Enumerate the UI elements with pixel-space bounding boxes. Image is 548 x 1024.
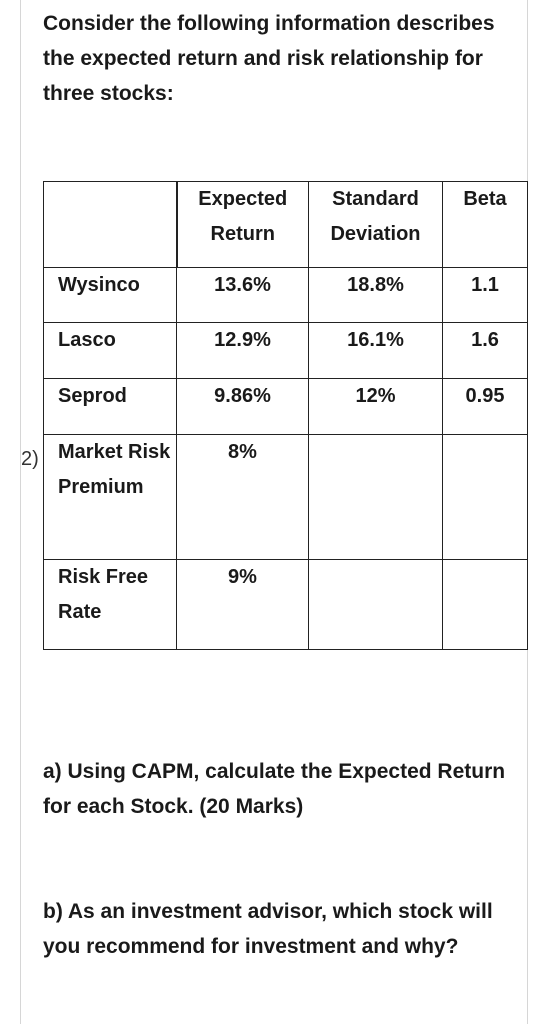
cell-expected-return: 13.6% xyxy=(176,267,309,323)
header-beta: Beta xyxy=(442,181,528,268)
cell-expected-return: 9% xyxy=(176,559,309,650)
table-header-row: Expected Return Standard Deviation Beta xyxy=(43,181,528,268)
intro-text: Consider the following information descr… xyxy=(43,12,495,105)
cell-expected-return: 9.86% xyxy=(176,378,309,435)
cell-standard-deviation xyxy=(308,559,443,650)
cell-beta xyxy=(442,559,528,650)
page-border-right xyxy=(527,0,528,1024)
cell-beta: 1.6 xyxy=(442,322,528,379)
cell-standard-deviation: 12% xyxy=(308,378,443,435)
question-number: 2) xyxy=(21,448,39,470)
table-row: Wysinco 13.6% 18.8% 1.1 xyxy=(43,267,528,323)
cut-off-text-fragment xyxy=(43,1016,153,1024)
cell-beta: 1.1 xyxy=(442,267,528,323)
table-row: Risk Free Rate 9% xyxy=(43,559,528,650)
header-standard-deviation: Standard Deviation xyxy=(308,181,443,268)
table-row: Lasco 12.9% 16.1% 1.6 xyxy=(43,322,528,379)
cell-beta xyxy=(442,434,528,560)
cell-beta: 0.95 xyxy=(442,378,528,435)
header-expected-return: Expected Return xyxy=(176,181,309,268)
row-label-lasco: Lasco xyxy=(43,322,177,379)
row-label-seprod: Seprod xyxy=(43,378,177,435)
table-row: Seprod 9.86% 12% 0.95 xyxy=(43,378,528,435)
row-label-risk-free-rate: Risk Free Rate xyxy=(43,559,177,650)
row-label-market-risk-premium: Market Risk Premium xyxy=(43,434,177,560)
table-row: Market Risk Premium 8% xyxy=(43,434,528,560)
cell-standard-deviation: 16.1% xyxy=(308,322,443,379)
row-label-wysinco: Wysinco xyxy=(43,267,177,323)
question-a: a) Using CAPM, calculate the Expected Re… xyxy=(43,760,506,818)
cell-expected-return: 12.9% xyxy=(176,322,309,379)
header-cell-empty xyxy=(43,181,178,268)
cell-expected-return: 8% xyxy=(176,434,309,560)
cell-standard-deviation: 18.8% xyxy=(308,267,443,323)
question-b: b) As an investment advisor, which stock… xyxy=(43,900,493,958)
cell-standard-deviation xyxy=(308,434,443,560)
stock-data-table: Expected Return Standard Deviation Beta … xyxy=(43,181,528,650)
page-border-left xyxy=(20,0,21,1024)
